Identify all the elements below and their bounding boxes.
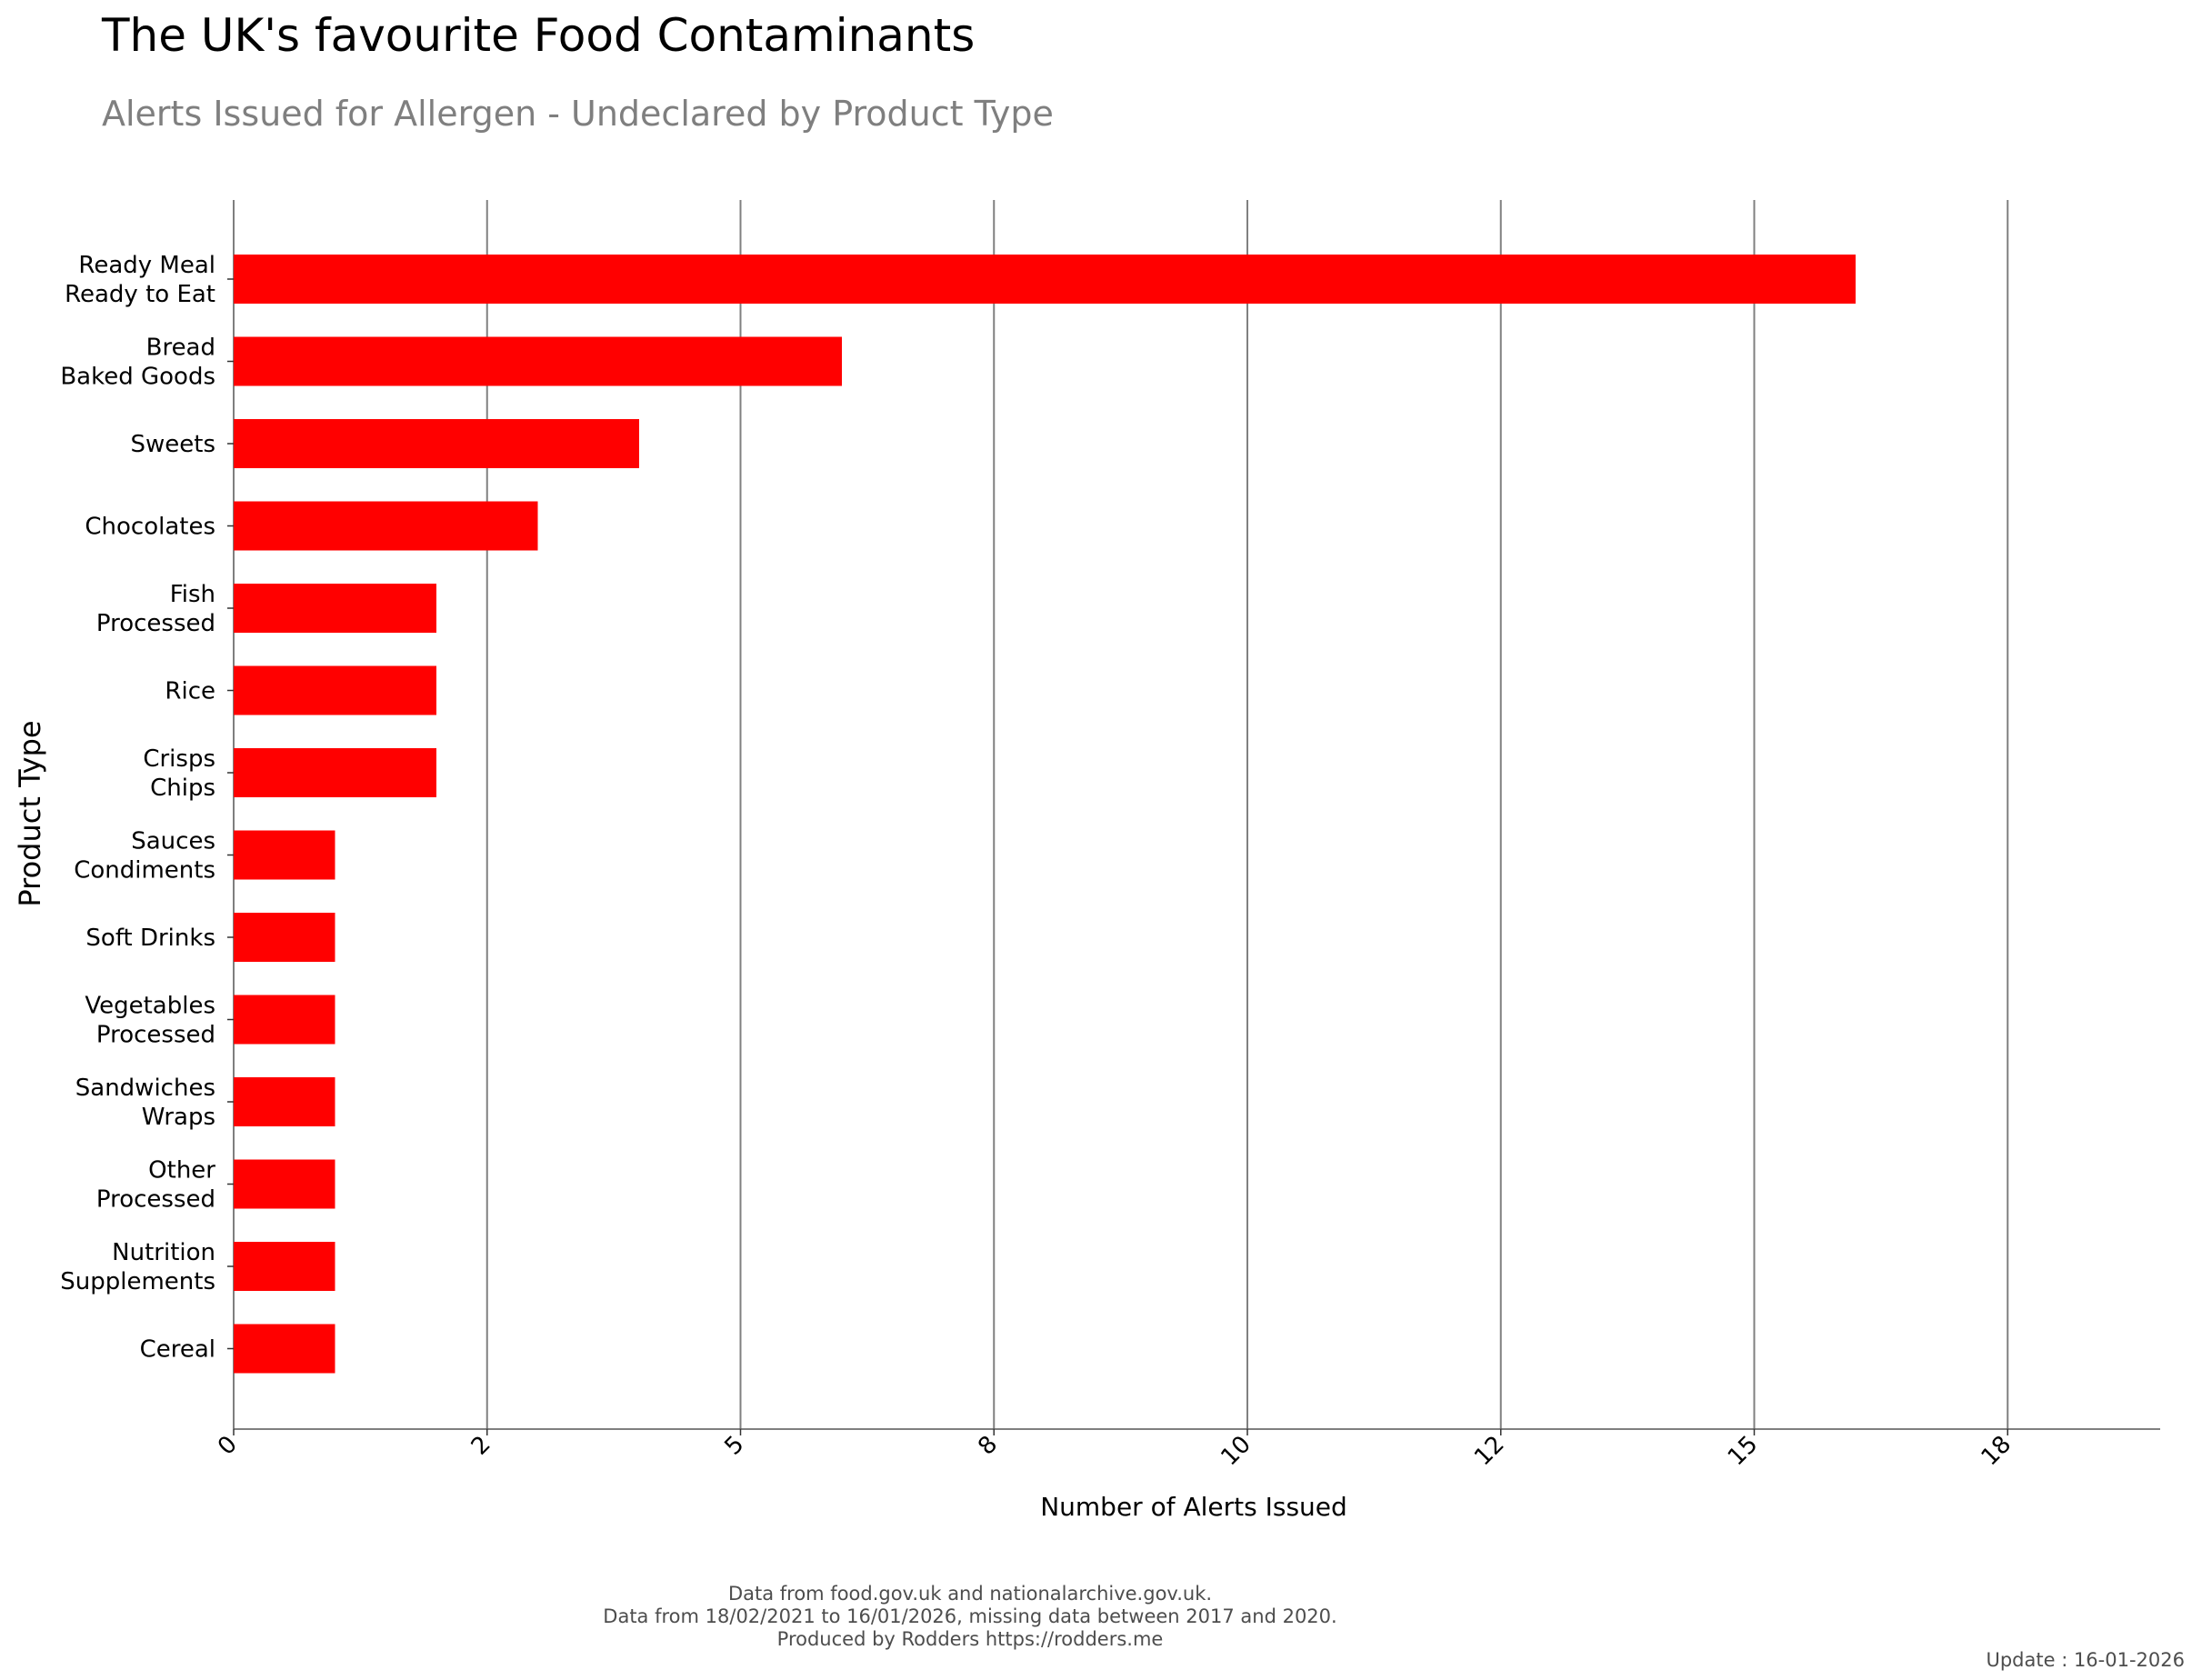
- bar-chocolates: [234, 501, 538, 551]
- x-tick-label: 15: [1723, 1431, 1764, 1472]
- y-axis-title: Product Type: [13, 720, 47, 906]
- bar-bread-baked-goods: [234, 336, 842, 386]
- chart-title: The UK's favourite Food Contaminants: [101, 9, 975, 62]
- y-tick-label: Soft Drinks: [85, 925, 215, 952]
- bar-rice: [234, 665, 436, 715]
- y-tick-label: Fish Processed: [96, 581, 215, 637]
- y-tick-label: Sauces Condiments: [74, 828, 215, 885]
- update-date: Update : 16-01-2026: [1986, 1649, 2185, 1671]
- bar-nutrition-supplements: [234, 1242, 335, 1291]
- y-tick-label: Ready Meal Ready to Eat: [65, 252, 215, 308]
- y-tick-label: Crisps Chips: [143, 745, 215, 802]
- y-tick-label: Bread Baked Goods: [60, 335, 215, 391]
- bar-sweets: [234, 419, 639, 468]
- caption-line-1: Data from food.gov.uk and nationalarchiv…: [728, 1583, 1212, 1605]
- x-tick-label: 8: [973, 1431, 1003, 1461]
- y-tick-label: Sandwiches Wraps: [75, 1075, 215, 1131]
- y-tick-label: Cereal: [140, 1336, 215, 1364]
- y-tick-label: Vegetables Processed: [85, 993, 215, 1049]
- bar-sandwiches-wraps: [234, 1077, 335, 1126]
- caption-line-3: Produced by Rodders https://rodders.me: [777, 1628, 1164, 1650]
- bar-vegetables-processed: [234, 995, 335, 1045]
- x-tick-label: 0: [213, 1431, 243, 1461]
- bar-ready-meal-ready-to-eat: [234, 255, 1856, 304]
- y-tick-label: Rice: [165, 678, 215, 705]
- x-axis-title: Number of Alerts Issued: [1040, 1492, 1347, 1522]
- gridlines: [485, 200, 2009, 1429]
- y-tick-labels: Ready Meal Ready to Eat Bread Baked Goods Sw…: [60, 252, 234, 1364]
- x-tick-label: 12: [1469, 1431, 1510, 1472]
- bar-crisps-chips: [234, 748, 436, 797]
- chart-subtitle: Alerts Issued for Allergen - Undeclared …: [102, 94, 1054, 134]
- x-tick-label: 2: [466, 1431, 496, 1461]
- bars: [234, 255, 1856, 1374]
- axes: [233, 200, 2160, 1430]
- x-tick-label: 18: [1977, 1431, 2017, 1472]
- bar-cereal: [234, 1324, 335, 1374]
- bar-soft-drinks: [234, 913, 335, 962]
- y-tick-label: Other Processed: [96, 1157, 215, 1214]
- bar-other-processed: [234, 1159, 335, 1209]
- x-tick-label: 5: [720, 1431, 750, 1461]
- y-tick-label: Chocolates: [85, 514, 215, 541]
- y-tick-label: Sweets: [130, 431, 215, 458]
- x-tick-label: 10: [1216, 1431, 1256, 1472]
- caption-line-2: Data from 18/02/2021 to 16/01/2026, miss…: [603, 1605, 1336, 1627]
- bar-sauces-condiments: [234, 830, 335, 880]
- x-tick-labels: 0 2 5 8 10 12 15 18: [213, 1429, 2017, 1471]
- y-tick-label: Nutrition Supplements: [60, 1239, 215, 1295]
- bar-fish-processed: [234, 584, 436, 633]
